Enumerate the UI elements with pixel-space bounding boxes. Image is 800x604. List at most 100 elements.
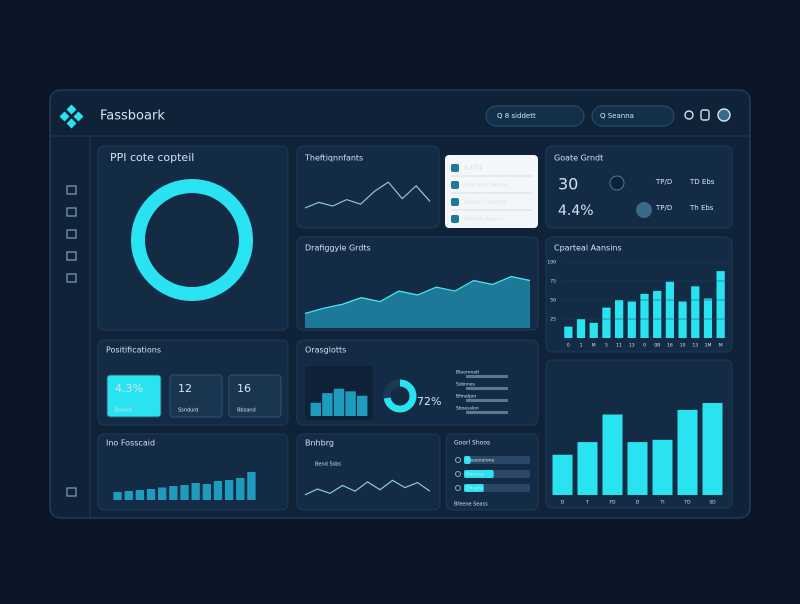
bar <box>703 298 713 338</box>
panel <box>296 145 440 229</box>
logo-part <box>73 111 84 122</box>
donut <box>131 179 253 301</box>
menu-item[interactable]: 4374 <box>464 164 482 172</box>
goal-track <box>464 456 530 464</box>
x-tick-label: M <box>719 343 723 349</box>
goal-icon <box>455 457 461 463</box>
card <box>106 374 162 418</box>
avatar[interactable] <box>717 108 731 122</box>
stat-avatar <box>636 202 652 218</box>
legend-text: Bend Ssbs <box>315 462 341 468</box>
bar <box>602 414 623 495</box>
menu-item[interactable]: Dooie Cheafing <box>464 200 506 206</box>
panel <box>97 145 289 331</box>
bar <box>602 307 611 338</box>
panel-title: Positifications <box>106 346 161 355</box>
bar <box>652 439 673 495</box>
row-label: Bfmalpor <box>456 394 477 400</box>
line <box>304 479 431 496</box>
bar <box>169 486 178 500</box>
line <box>304 181 431 209</box>
search-icon[interactable] <box>684 110 694 120</box>
stat-label: Th Ebs <box>689 204 714 212</box>
filter-select[interactable] <box>591 105 675 127</box>
bell-icon[interactable] <box>700 109 710 121</box>
bar <box>322 393 333 416</box>
card-value: 16 <box>237 382 251 395</box>
nav-icon[interactable] <box>66 207 77 217</box>
footer-text: Bfeene Seass <box>454 502 488 508</box>
bar <box>146 489 156 500</box>
x-tick-label: TD <box>683 500 691 506</box>
card <box>169 374 223 418</box>
goal-icon <box>455 471 461 477</box>
nav-icon[interactable] <box>66 229 77 239</box>
x-tick-label: 10 <box>680 343 686 349</box>
bar <box>576 319 586 338</box>
y-tick-label: 50 <box>550 298 556 304</box>
panel-title: Drafiggyle Grdts <box>305 244 371 253</box>
x-tick-label: D <box>561 500 565 506</box>
stat-value: 30 <box>558 175 578 194</box>
row-label: Ssbnnes <box>456 382 476 388</box>
menu-item[interactable]: Fesnbe Bowsa <box>464 217 503 223</box>
goal-label: Daenna <box>466 472 484 478</box>
x-tick-label: M <box>592 343 596 349</box>
area <box>305 276 530 328</box>
card <box>228 374 282 418</box>
bar <box>678 301 687 338</box>
filter-text[interactable]: Q Seanna <box>600 112 634 120</box>
bar <box>236 478 245 500</box>
x-tick-label: 0 <box>643 343 646 349</box>
logo-part <box>66 118 77 129</box>
menu-icon <box>451 198 459 206</box>
goal-label: Dfisalle <box>466 486 483 492</box>
bar <box>202 484 211 500</box>
bar <box>702 403 723 495</box>
row-bar <box>466 411 508 414</box>
nav-icon[interactable] <box>66 185 77 195</box>
x-tick-label: T <box>585 500 589 506</box>
bar <box>224 480 234 500</box>
logo-part <box>66 104 77 115</box>
x-tick-label: 0B <box>654 343 660 349</box>
search-text[interactable]: Q 8 siddett <box>497 112 536 120</box>
nav-icon[interactable] <box>66 273 77 283</box>
menu-item[interactable]: Dsa Dwo Mcshe <box>464 183 508 189</box>
row-bar <box>466 387 508 390</box>
bar <box>124 491 133 500</box>
stat-label: TP/D <box>655 178 672 186</box>
panel-title: Bnhbrg <box>305 439 334 448</box>
stat-label: TD Ebs <box>689 178 715 186</box>
x-tick-label: 0 <box>567 343 570 349</box>
stat-value: 4.4% <box>558 203 594 219</box>
nav-icon[interactable] <box>66 487 77 497</box>
panel-title: Ino Fosscaid <box>106 439 155 448</box>
bar <box>564 326 573 338</box>
bar <box>333 388 345 416</box>
search-box[interactable] <box>485 105 585 127</box>
bar <box>247 472 256 500</box>
row-label: Sboesslon <box>456 406 479 412</box>
x-tick-label: Tl <box>660 500 665 506</box>
menu-icon <box>451 181 459 189</box>
bar <box>213 481 223 500</box>
logo <box>59 104 84 129</box>
goal-bar <box>464 470 494 478</box>
line <box>304 275 531 315</box>
row-label: Bleornnatl <box>456 370 479 376</box>
x-tick-label: D <box>636 500 640 506</box>
menu-icon <box>451 215 459 223</box>
bar <box>716 271 725 338</box>
sidebar <box>66 185 77 497</box>
nav-icon[interactable] <box>66 251 77 261</box>
goal-bar <box>464 484 484 492</box>
logo-part <box>59 111 70 122</box>
goal-icon <box>455 485 461 491</box>
y-tick-label: 75 <box>550 279 556 285</box>
donut-label: 72% <box>417 395 441 408</box>
bar <box>589 322 598 338</box>
card-value: 12 <box>178 382 192 395</box>
app-title: Fassboark <box>100 109 165 124</box>
x-tick-label: 13 <box>692 343 698 349</box>
